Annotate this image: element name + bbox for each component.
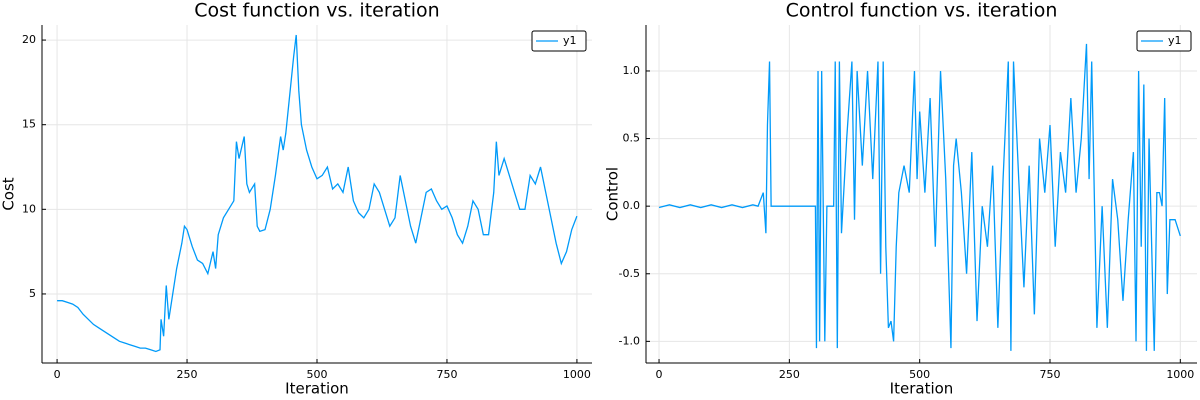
y-tick-label: 1.0 xyxy=(623,64,641,77)
y-tick-label: -0.5 xyxy=(619,267,640,280)
x-tick-label: 1000 xyxy=(563,368,591,381)
x-axis-label: Iteration xyxy=(285,380,349,398)
legend-label: y1 xyxy=(1168,34,1182,47)
x-axis-label: Iteration xyxy=(890,380,954,398)
subplot: 0 250 500 750 1000 5 10 15 20 Cost function vs. i… xyxy=(0,0,592,398)
y-tick-label: 0.0 xyxy=(623,199,641,212)
legend-box xyxy=(531,30,587,52)
legend-label: y1 xyxy=(563,34,577,47)
line-series xyxy=(57,34,578,353)
x-tick-label: 1000 xyxy=(1166,368,1194,381)
y-axis-label: Control xyxy=(604,167,622,221)
x-tick-label: 0 xyxy=(54,368,61,381)
x-tick-label: 0 xyxy=(656,368,663,381)
line-series xyxy=(658,43,1181,351)
x-tick-label: 250 xyxy=(177,368,198,381)
x-tick-label: 750 xyxy=(436,368,457,381)
x-tick-label: 250 xyxy=(779,368,800,381)
x-tick-label: 750 xyxy=(1039,368,1060,381)
y-tick-label: 20 xyxy=(22,33,36,46)
y-tick-label: -1.0 xyxy=(619,334,640,347)
chart-title: Cost function vs. iteration xyxy=(194,0,439,22)
legend: y1 xyxy=(1136,30,1192,52)
y-tick-label: 15 xyxy=(22,118,36,131)
y-tick-label: 0.5 xyxy=(623,132,641,145)
x-tick-label: 500 xyxy=(909,368,930,381)
y-tick-label: 5 xyxy=(29,287,36,300)
y-axis-label: Cost xyxy=(0,177,18,210)
legend-box xyxy=(1136,30,1192,52)
x-tick-label: 500 xyxy=(307,368,328,381)
legend: y1 xyxy=(531,30,587,52)
subplot: 0 250 500 750 1000 -1.0 -0.5 0.0 0.5 1.0 Control f… xyxy=(604,0,1197,398)
y-tick-label: 10 xyxy=(22,202,36,215)
chart-title: Control function vs. iteration xyxy=(786,0,1058,22)
